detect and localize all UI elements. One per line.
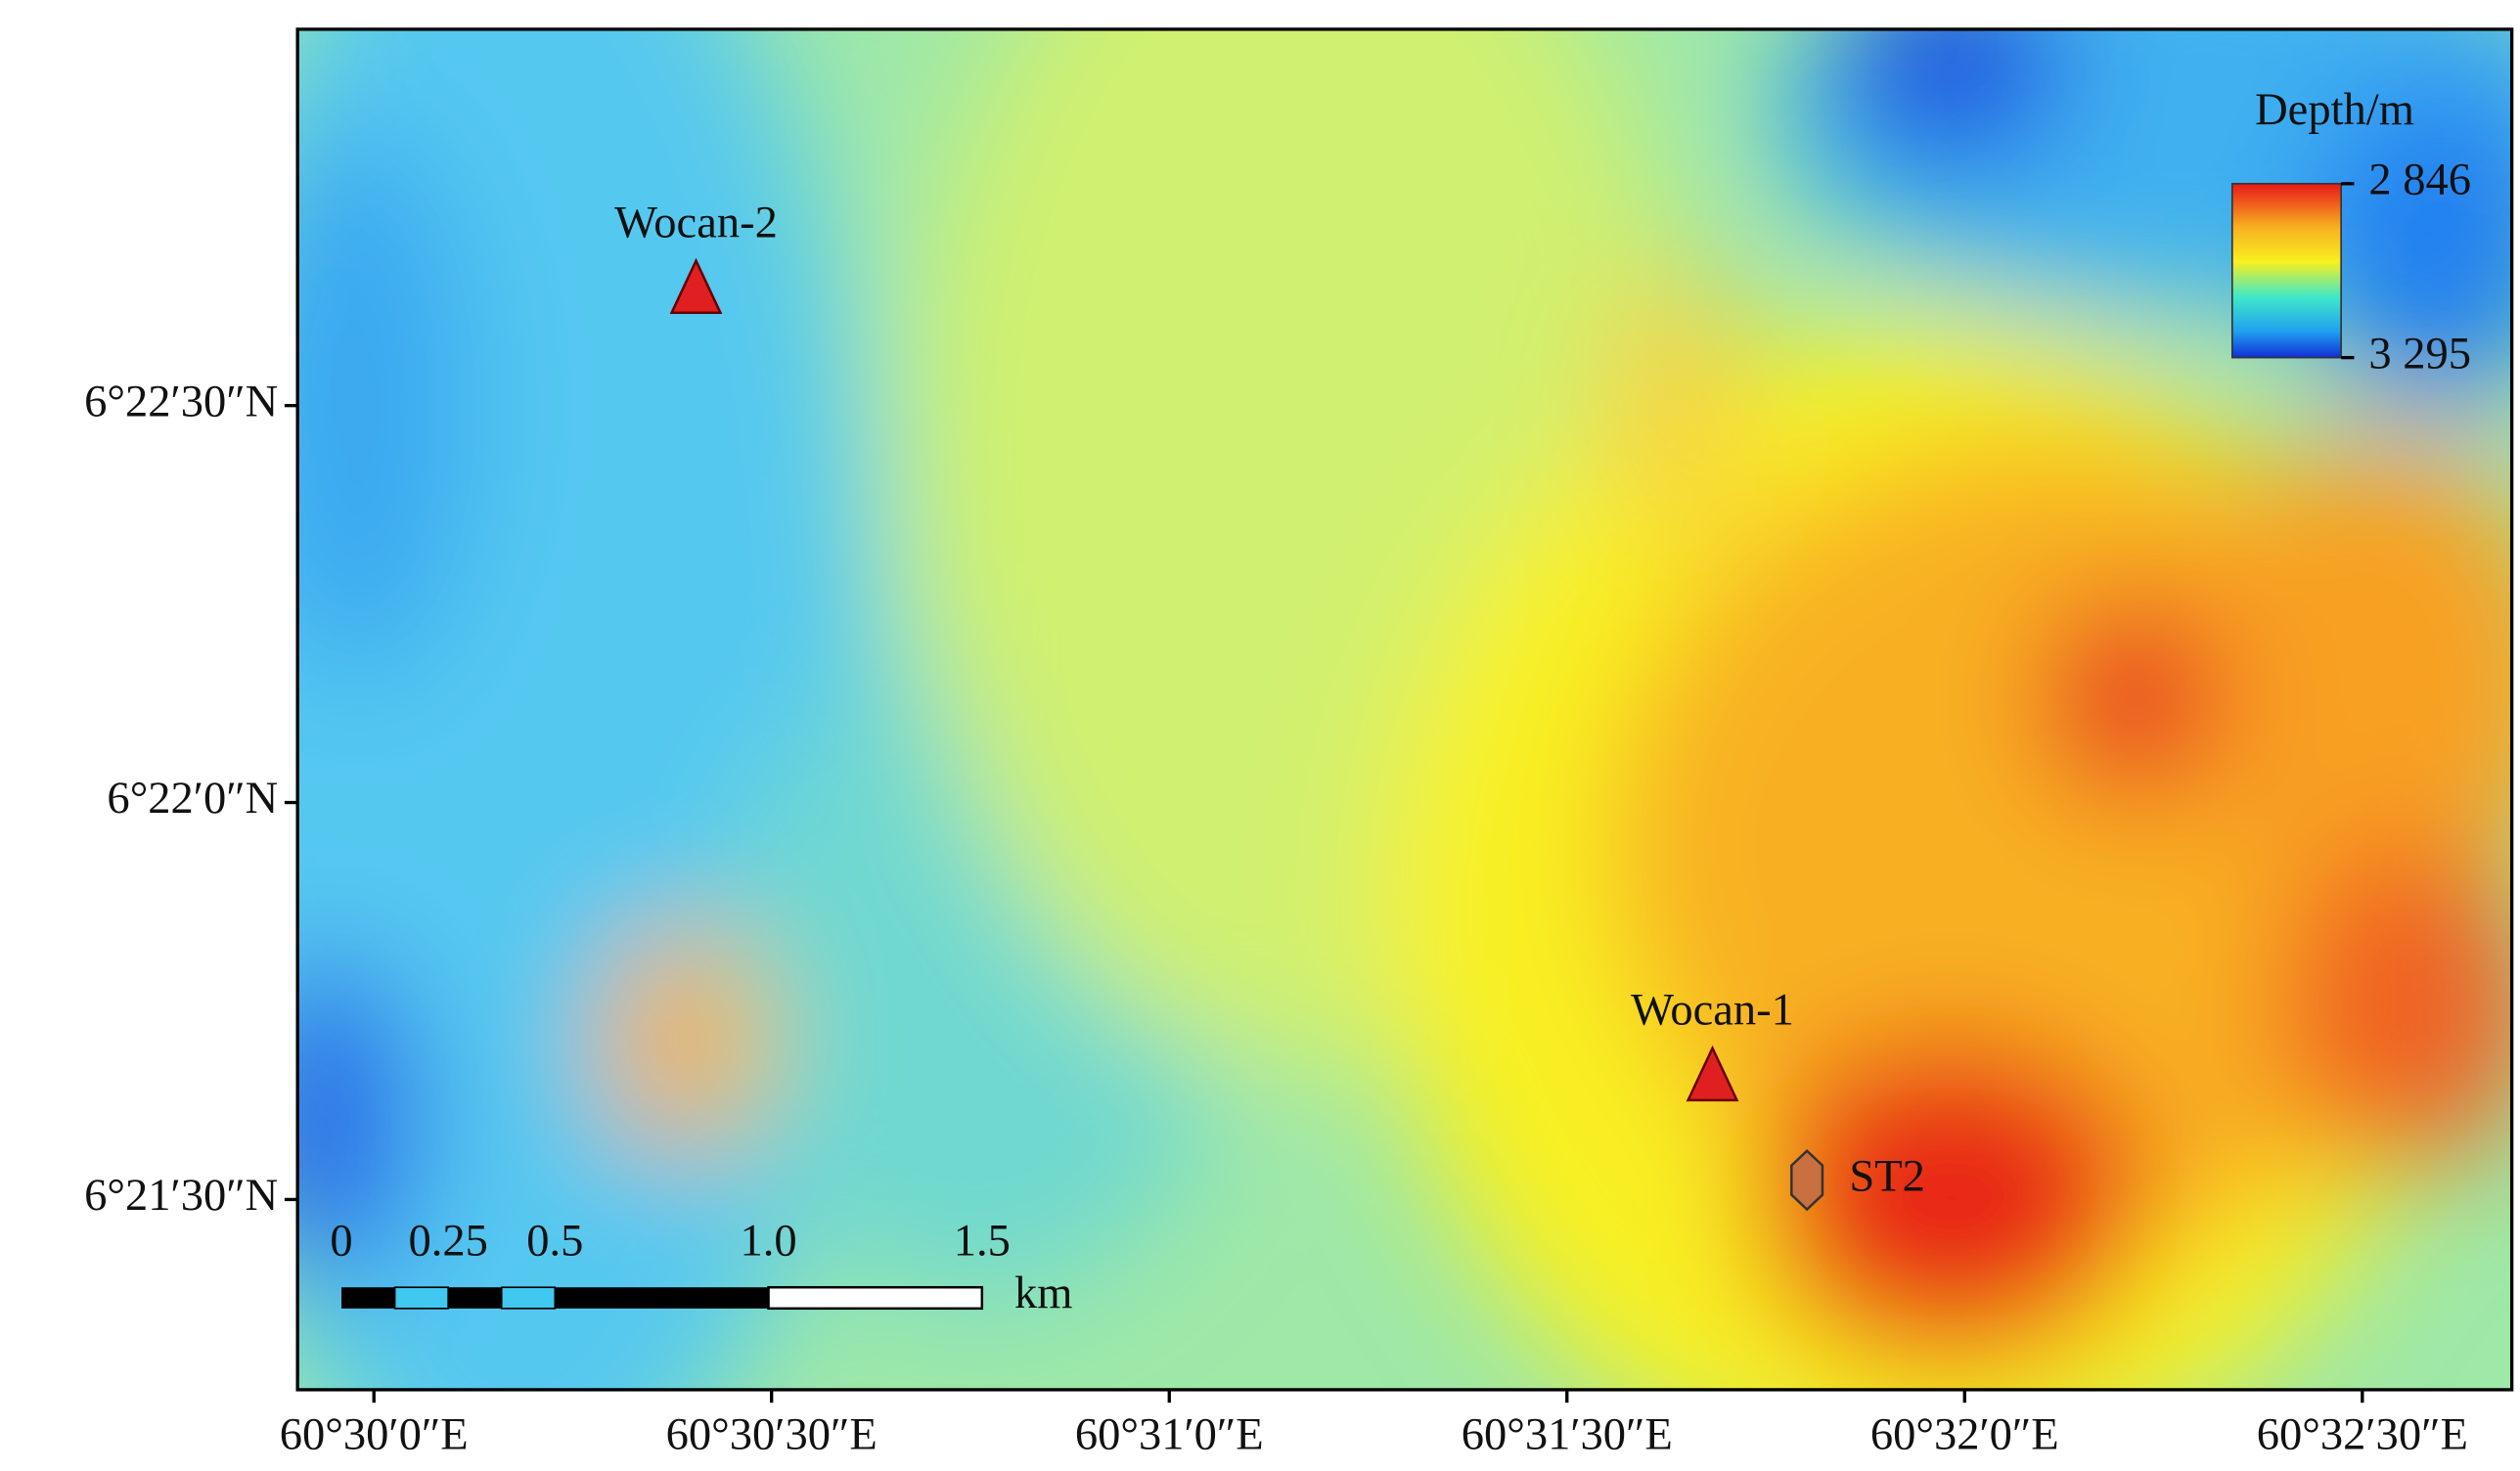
- scale-label: 0.5: [526, 1217, 583, 1267]
- scale-segment: [341, 1287, 395, 1309]
- site-marker: [1790, 1148, 1824, 1212]
- x-tick-label: 60°32′30″E: [2257, 1409, 2468, 1459]
- x-tick-label: 60°31′30″E: [1462, 1409, 1673, 1459]
- y-tick-label: 6°22′0″N: [107, 774, 278, 824]
- site-label: ST2: [1849, 1151, 1925, 1201]
- scale-segment: [555, 1287, 769, 1309]
- scale-label: 1.0: [740, 1217, 796, 1267]
- well-label: Wocan-1: [1631, 985, 1794, 1035]
- well-label: Wocan-2: [614, 198, 778, 247]
- scale-segment: [393, 1286, 449, 1310]
- color-bar: [2230, 182, 2342, 359]
- legend-title: Depth/m: [2255, 85, 2414, 135]
- x-tick-label: 60°32′0″E: [1870, 1409, 2059, 1459]
- depth-raster: [297, 28, 2512, 1390]
- scale-label: 0: [330, 1217, 352, 1267]
- well-marker: [669, 257, 723, 315]
- y-tick-label: 6°21′30″N: [84, 1171, 278, 1221]
- color-bar-label: 3 295: [2368, 329, 2471, 379]
- map-frame: [295, 27, 2514, 1392]
- scale-unit: km: [1014, 1269, 1072, 1318]
- scale-segment: [767, 1285, 984, 1311]
- scale-segment: [500, 1286, 557, 1310]
- x-tick-label: 60°31′0″E: [1075, 1409, 1264, 1459]
- y-tick-label: 6°22′30″N: [84, 377, 278, 426]
- scale-label: 1.5: [954, 1217, 1011, 1267]
- x-tick-label: 60°30′30″E: [666, 1409, 878, 1459]
- color-bar-label: 2 846: [2368, 155, 2471, 204]
- scale-segment: [448, 1287, 502, 1309]
- scale-label: 0.25: [408, 1217, 487, 1267]
- well-marker: [1686, 1045, 1739, 1102]
- x-tick-label: 60°30′0″E: [280, 1409, 469, 1459]
